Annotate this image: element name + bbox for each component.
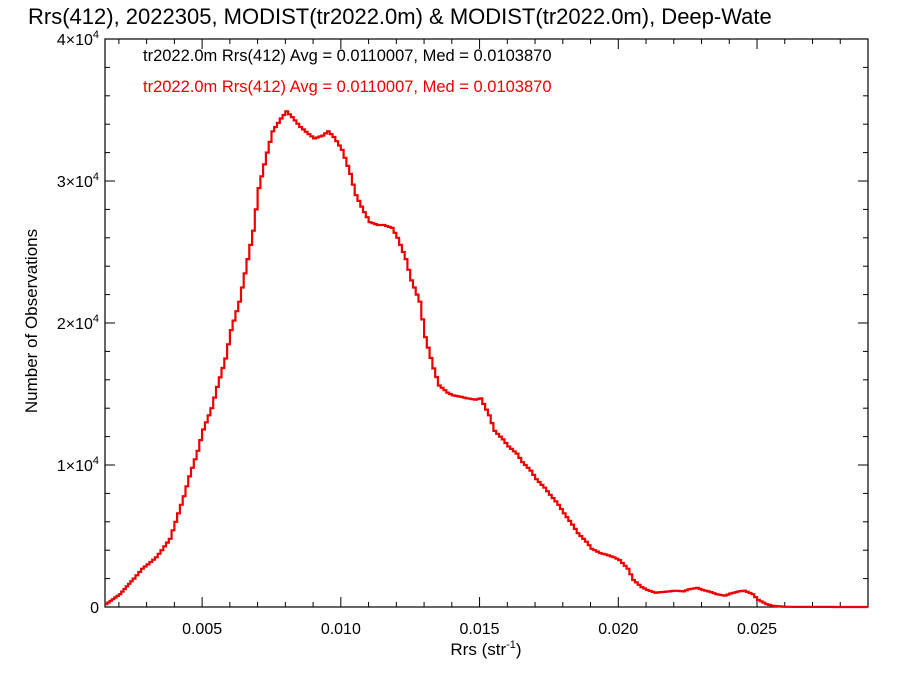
chart-title: Rrs(412), 2022305, MODIST(tr2022.0m) & M… bbox=[28, 4, 772, 29]
x-tick-label: 0.005 bbox=[182, 621, 222, 638]
y-tick-label: 0 bbox=[90, 600, 99, 617]
x-axis-label: Rrs (str-1) bbox=[450, 639, 521, 659]
y-tick-label: 3×104 bbox=[57, 171, 99, 191]
x-tick-label: 0.025 bbox=[737, 621, 777, 638]
y-tick-label-exponent: 4 bbox=[93, 313, 99, 325]
y-tick-label: 1×104 bbox=[57, 455, 99, 475]
y-tick-label-exponent: 4 bbox=[93, 171, 99, 183]
plot-frame bbox=[104, 38, 869, 608]
y-axis-label: Number of Observations bbox=[22, 229, 41, 413]
y-tick-label: 2×104 bbox=[57, 313, 99, 333]
x-tick-label: 0.020 bbox=[598, 621, 638, 638]
legend-entry-black: tr2022.0m Rrs(412) Avg = 0.0110007, Med … bbox=[143, 47, 552, 65]
y-tick-label-base: 2×10 bbox=[57, 316, 93, 333]
x-tick-label: 0.015 bbox=[460, 621, 500, 638]
y-tick-label-exponent: 4 bbox=[93, 29, 99, 41]
legend-entry-red: tr2022.0m Rrs(412) Avg = 0.0110007, Med … bbox=[143, 78, 552, 96]
x-axis-label-close: ) bbox=[516, 640, 522, 659]
y-tick-label: 4×104 bbox=[57, 29, 99, 49]
y-tick-label-exponent: 4 bbox=[93, 455, 99, 467]
x-axis-label-exponent: -1 bbox=[506, 639, 516, 651]
y-tick-label-base: 3×10 bbox=[57, 174, 93, 191]
x-axis-label-main: Rrs (str bbox=[450, 640, 506, 659]
y-tick-label-base: 1×10 bbox=[57, 458, 93, 475]
y-tick-label-base: 4×10 bbox=[57, 32, 93, 49]
x-tick-label: 0.010 bbox=[321, 621, 361, 638]
series-line bbox=[105, 110, 868, 609]
